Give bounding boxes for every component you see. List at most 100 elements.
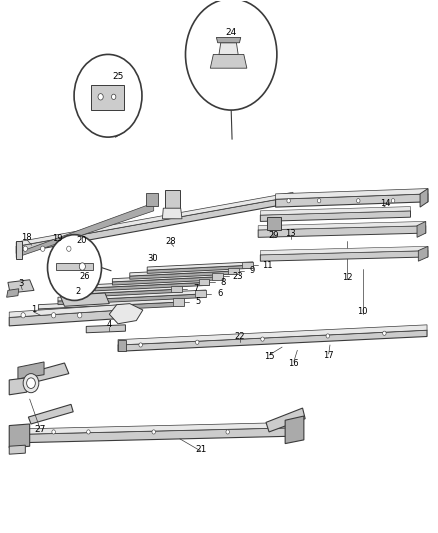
Text: 15: 15 [264,352,274,361]
Circle shape [23,246,28,252]
Circle shape [87,430,90,434]
Polygon shape [8,280,34,293]
Polygon shape [130,268,239,276]
Circle shape [226,430,230,434]
Polygon shape [276,189,428,199]
Text: 16: 16 [289,359,299,367]
Polygon shape [267,217,281,230]
Polygon shape [110,304,143,324]
Text: 28: 28 [165,237,176,246]
Polygon shape [56,263,93,270]
Polygon shape [212,273,223,280]
Polygon shape [16,241,22,259]
Polygon shape [118,325,427,345]
Polygon shape [113,273,223,282]
Text: 1: 1 [32,305,37,314]
Circle shape [79,263,85,270]
Polygon shape [9,310,121,326]
Polygon shape [258,225,426,237]
Polygon shape [198,279,209,285]
Text: 26: 26 [80,271,90,280]
Polygon shape [420,189,428,207]
Polygon shape [418,246,428,261]
Text: 5: 5 [195,297,201,306]
Text: 4: 4 [107,320,112,329]
Text: 11: 11 [261,261,272,270]
Polygon shape [91,85,124,110]
Polygon shape [86,325,125,333]
Circle shape [326,334,329,338]
Polygon shape [16,197,293,253]
Polygon shape [7,289,19,297]
Polygon shape [173,297,184,306]
Polygon shape [78,286,182,294]
Polygon shape [219,43,238,54]
Polygon shape [113,277,223,285]
Polygon shape [118,340,126,351]
Text: 3: 3 [18,279,24,288]
Text: 8: 8 [221,278,226,287]
Polygon shape [228,268,239,274]
Circle shape [47,235,102,301]
Text: 27: 27 [34,425,46,434]
Polygon shape [39,302,184,313]
Text: 9: 9 [250,266,255,275]
Text: 24: 24 [226,28,237,37]
Polygon shape [78,289,182,297]
Polygon shape [242,262,253,268]
Circle shape [52,430,55,434]
Circle shape [195,340,199,344]
Circle shape [139,343,142,347]
Circle shape [318,199,321,203]
Circle shape [67,246,71,252]
Polygon shape [60,293,110,306]
Polygon shape [9,445,25,454]
Text: 7: 7 [193,285,198,294]
Polygon shape [146,193,158,206]
Text: 10: 10 [357,307,368,316]
Polygon shape [266,408,305,432]
Polygon shape [147,262,253,270]
Text: 6: 6 [217,289,223,298]
Polygon shape [58,290,206,301]
Circle shape [23,374,39,393]
Polygon shape [58,294,206,305]
Polygon shape [417,221,426,237]
Circle shape [21,313,25,318]
Polygon shape [28,422,294,434]
Circle shape [185,0,277,110]
Polygon shape [260,246,428,255]
Circle shape [98,94,103,100]
Polygon shape [118,330,427,351]
Polygon shape [195,290,206,297]
Polygon shape [9,378,27,395]
Polygon shape [285,416,304,443]
Text: 13: 13 [286,229,296,238]
Circle shape [152,430,155,434]
Polygon shape [162,208,182,219]
Circle shape [112,94,116,100]
Polygon shape [130,271,239,279]
Polygon shape [210,54,247,68]
Polygon shape [260,207,410,215]
Polygon shape [18,362,44,379]
Text: 19: 19 [52,235,62,244]
Polygon shape [260,211,410,221]
Polygon shape [9,424,30,448]
Polygon shape [9,305,121,317]
Polygon shape [28,405,73,424]
Polygon shape [260,251,428,261]
Text: 18: 18 [21,233,32,242]
Circle shape [261,337,264,341]
Polygon shape [216,37,241,43]
Text: 30: 30 [148,254,158,263]
Circle shape [357,199,360,203]
Text: 20: 20 [77,236,87,245]
Circle shape [74,54,142,137]
Circle shape [78,313,82,318]
Circle shape [41,246,45,252]
Polygon shape [258,221,426,230]
Text: 23: 23 [232,272,243,281]
Text: 21: 21 [195,445,206,454]
Polygon shape [95,282,209,291]
